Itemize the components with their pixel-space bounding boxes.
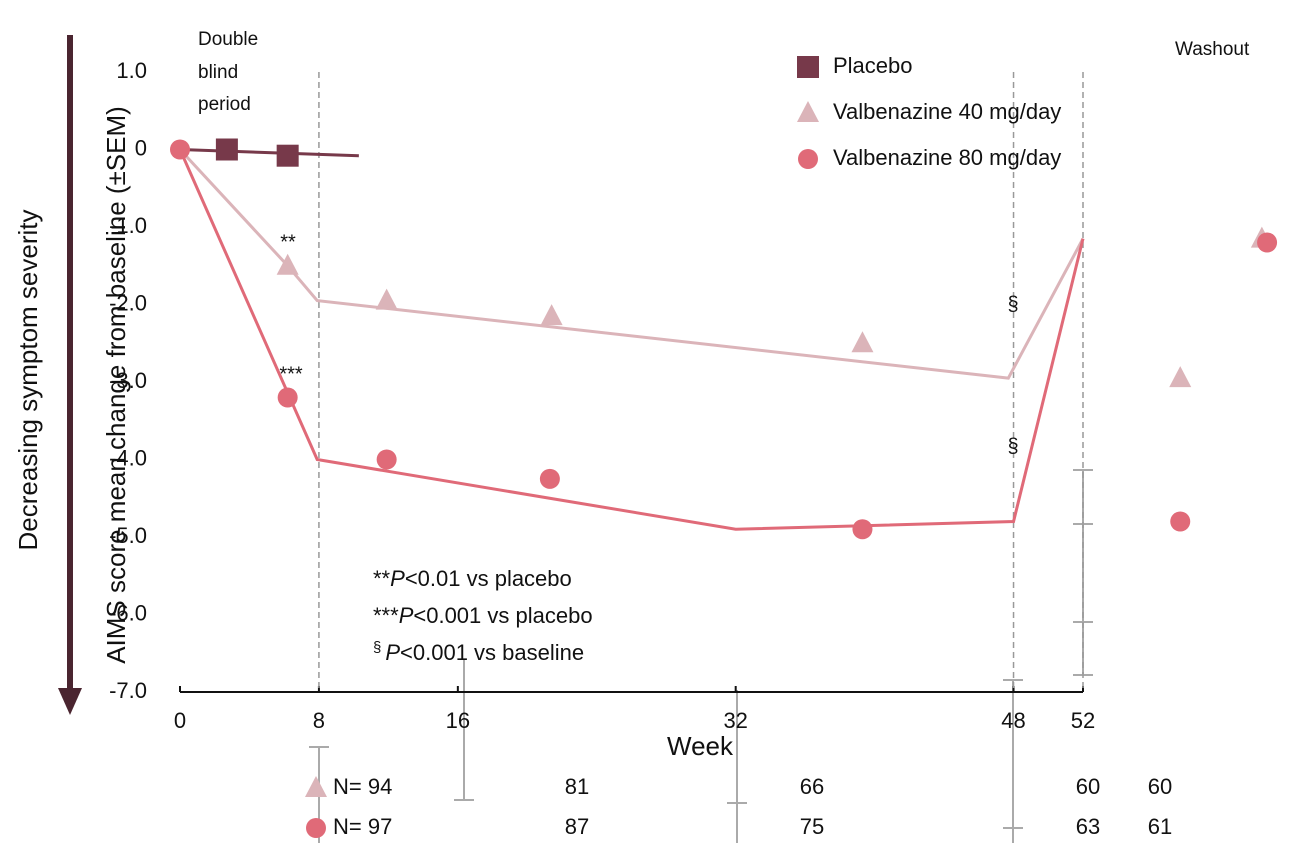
- data-point: [215, 138, 238, 161]
- legend-marker: [798, 149, 818, 169]
- footnote-p: P: [385, 640, 400, 665]
- data-point: [540, 304, 563, 326]
- legend-marker: [797, 56, 819, 78]
- footnote-p: P: [390, 566, 405, 591]
- x-tick-label: 0: [174, 708, 186, 733]
- side-label: Decreasing symptom severity: [13, 210, 43, 551]
- x-tick-label: 8: [313, 708, 325, 733]
- n-row-label: N= 97: [333, 814, 392, 839]
- footnote-p: P: [399, 603, 414, 628]
- footnote: § P<0.001 vs baseline: [373, 639, 584, 665]
- data-point: [539, 468, 560, 489]
- footnote-mark: **: [373, 566, 391, 591]
- data-point: [851, 331, 874, 353]
- n-value: 60: [1148, 774, 1172, 799]
- footnote: ***P<0.001 vs placebo: [373, 603, 593, 628]
- n-value: 66: [800, 774, 824, 799]
- series-line: [178, 148, 1085, 380]
- footnote-mark: §: [373, 639, 381, 656]
- x-tick-label: 16: [446, 708, 470, 733]
- series-line: [179, 148, 359, 158]
- x-tick-label: 32: [723, 708, 747, 733]
- y-tick-label: -4.0: [109, 445, 147, 470]
- y-tick-label: -7.0: [109, 678, 147, 703]
- x-tick-label: 52: [1071, 708, 1095, 733]
- n-value: 60: [1076, 774, 1100, 799]
- data-point: [276, 253, 299, 275]
- footnote: **P<0.01 vs placebo: [373, 566, 572, 591]
- washout-label: Washout: [1175, 39, 1250, 60]
- x-tick-label: 48: [1001, 708, 1025, 733]
- data-point: [277, 387, 298, 408]
- data-point: [1169, 366, 1192, 388]
- y-tick-label: 0: [135, 135, 147, 160]
- period-label: period: [198, 94, 251, 115]
- significance-mark: §: [1007, 293, 1018, 315]
- footnote-text: <0.001 vs placebo: [413, 603, 592, 628]
- n-value: 61: [1148, 814, 1172, 839]
- period-label: blind: [198, 62, 238, 83]
- n-row-label: N= 94: [333, 774, 392, 799]
- x-axis-title: Week: [667, 731, 734, 761]
- data-point: [1170, 511, 1191, 532]
- y-tick-label: -2.0: [109, 290, 147, 315]
- significance-mark: **: [280, 231, 296, 253]
- y-tick-label: -5.0: [109, 523, 147, 548]
- severity-arrow-head: [58, 688, 82, 715]
- n-value: 75: [800, 814, 824, 839]
- n-value: 81: [565, 774, 589, 799]
- data-point: [375, 288, 398, 310]
- y-tick-label: -6.0: [109, 600, 147, 625]
- data-point: [1257, 232, 1278, 253]
- significance-mark: §: [1007, 435, 1018, 457]
- n-value: 87: [565, 814, 589, 839]
- series-line: [178, 148, 1085, 531]
- n-value: 63: [1076, 814, 1100, 839]
- data-point: [276, 144, 299, 167]
- y-tick-label: -3.0: [109, 368, 147, 393]
- footnote-text: <0.01 vs placebo: [405, 566, 572, 591]
- y-tick-label: -1.0: [109, 213, 147, 238]
- data-point: [170, 139, 190, 160]
- legend-label: Valbenazine 80 mg/day: [833, 145, 1061, 170]
- y-axis-title: AIMS score mean change from baseline (±S…: [101, 106, 131, 664]
- n-row-marker: [305, 776, 327, 797]
- data-point: [376, 449, 397, 470]
- data-point: [852, 519, 873, 540]
- n-row-marker: [306, 818, 326, 838]
- legend-marker: [797, 101, 819, 122]
- significance-mark: ***: [279, 363, 303, 385]
- period-label: Double: [198, 29, 258, 50]
- legend-label: Placebo: [833, 53, 913, 78]
- footnote-text: <0.001 vs baseline: [400, 640, 584, 665]
- legend-label: Valbenazine 40 mg/day: [833, 99, 1061, 124]
- y-tick-label: 1.0: [116, 58, 147, 83]
- footnote-mark: ***: [373, 603, 399, 628]
